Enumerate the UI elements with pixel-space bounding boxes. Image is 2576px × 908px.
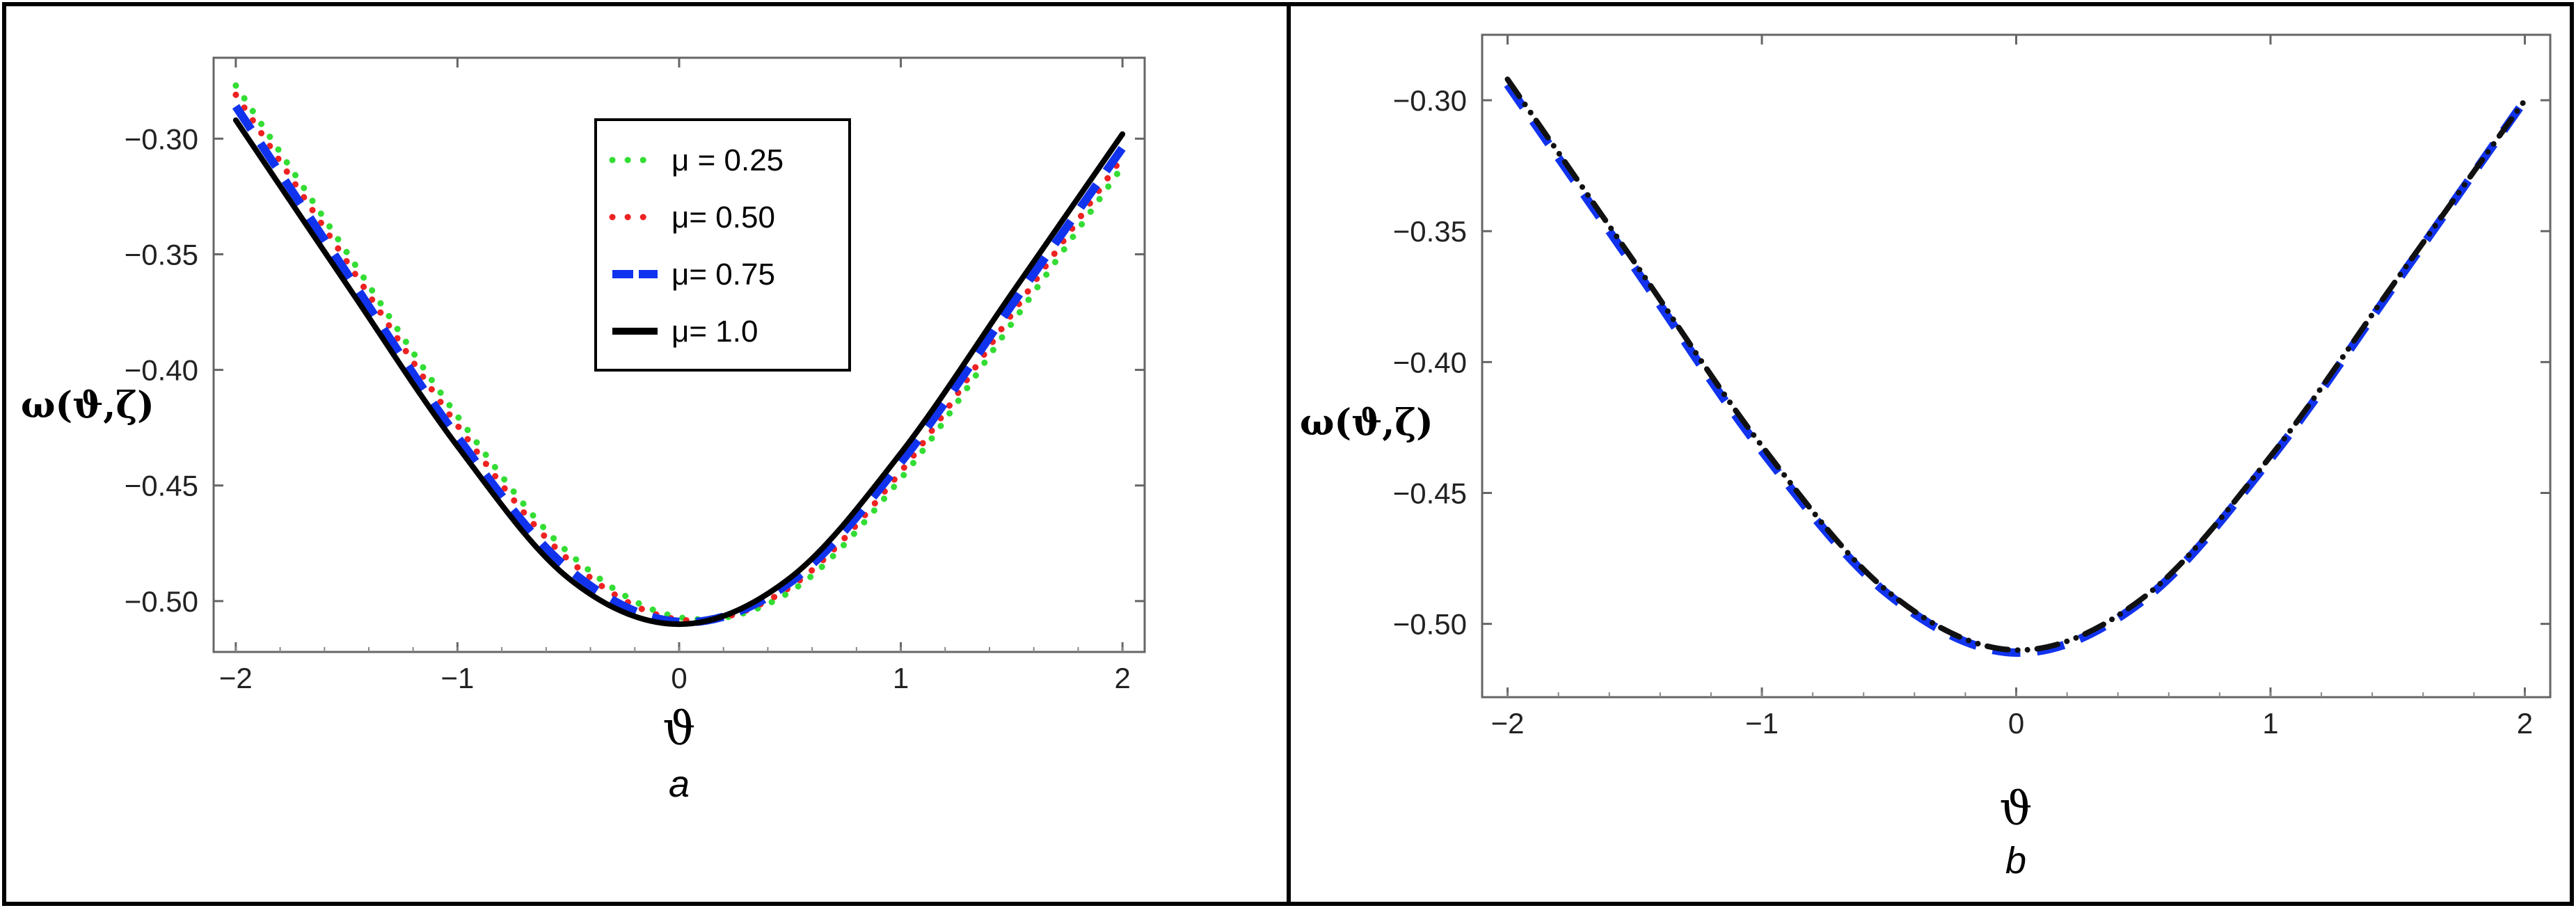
ticks-b: −2 −1 0 1 2 −0.30 −0.35 −0.40 −0.45 −0.50 xyxy=(1393,35,2550,740)
x-tick-label: 0 xyxy=(671,662,687,694)
series-line-0 xyxy=(1504,82,2529,658)
series-b xyxy=(1504,77,2529,658)
y-tick-label: −0.50 xyxy=(1393,608,1467,641)
plot-frame-b xyxy=(1481,33,2552,699)
y-tick-label: −0.35 xyxy=(1393,215,1467,248)
panel-a: −2 −1 0 1 2−0.30−0.35−0.40−0.45−0.50 ω(ϑ,ζ) … xyxy=(21,56,1146,805)
caption-a: a xyxy=(669,763,690,805)
legend-a: μ = 0.25 μ= 0.50 μ= 0.75 μ= 1.0 xyxy=(594,118,851,372)
x-tick-label: −2 xyxy=(219,662,253,694)
y-tick-label: −0.30 xyxy=(125,122,198,155)
legend-label-2: μ= 0.75 xyxy=(671,257,775,292)
x-tick-label: −2 xyxy=(1491,707,1525,740)
y-axis-label-a: ω(ϑ,ζ) xyxy=(21,384,154,427)
x-tick-label: −1 xyxy=(440,662,474,694)
y-tick-label: −0.45 xyxy=(125,470,198,502)
y-axis-label-b: ω(ϑ,ζ) xyxy=(1300,401,1433,444)
y-tick-label: −0.30 xyxy=(1393,84,1467,117)
y-tick-label: −0.40 xyxy=(125,354,198,387)
x-tick-label: 2 xyxy=(2517,707,2533,740)
series-line-3 xyxy=(232,117,1126,628)
x-axis-label-b: ϑ xyxy=(1999,782,2032,836)
ticks-a: −2 −1 0 1 2 −0.30 −0.35 −0.40 −0.45 −0.50 xyxy=(125,58,1145,694)
legend-label-1: μ= 0.50 xyxy=(671,200,775,234)
x-axis-label-a: ϑ xyxy=(662,702,695,756)
y-tick-label: −0.35 xyxy=(125,238,198,271)
x-tick-label: −1 xyxy=(1745,707,1779,740)
series-a xyxy=(232,82,1127,628)
caption-b: b xyxy=(2005,840,2026,882)
y-tick-label: −0.50 xyxy=(125,585,198,618)
x-tick-label: 2 xyxy=(1114,662,1130,694)
legend-label-0: μ = 0.25 xyxy=(671,143,784,177)
legend-label-3: μ= 1.0 xyxy=(671,314,758,349)
series-line-1 xyxy=(1504,77,2528,653)
y-tick-label: −0.45 xyxy=(1393,477,1467,509)
series-line-1 xyxy=(232,91,1126,624)
x-tick-label: 0 xyxy=(2008,707,2024,740)
panel-b: −2 −1 0 1 2−0.30−0.35−0.40−0.45−0.50 ω(ϑ,ζ) … xyxy=(1300,33,2552,882)
series-line-0 xyxy=(232,82,1126,623)
x-tick-label: 1 xyxy=(893,662,909,694)
y-tick-label: −0.40 xyxy=(1393,346,1467,379)
x-tick-label: 1 xyxy=(2262,707,2278,740)
